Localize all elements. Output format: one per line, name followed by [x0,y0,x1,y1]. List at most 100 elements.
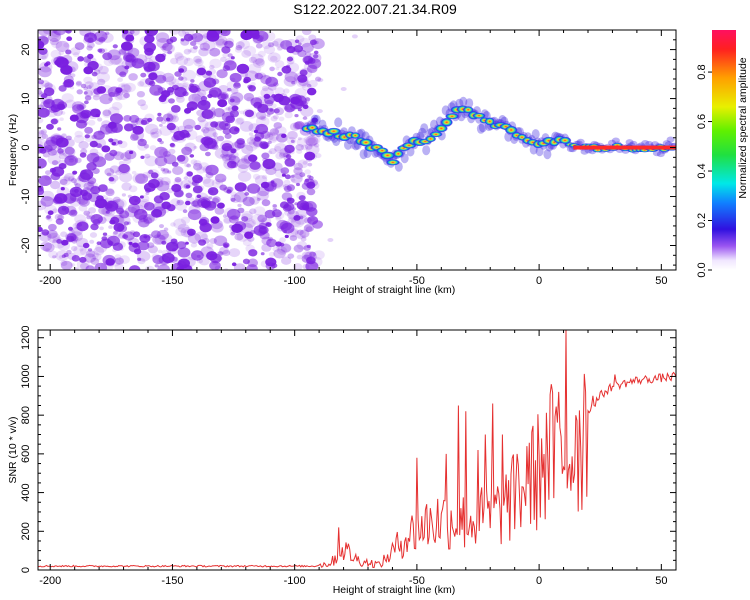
noise-speck [107,241,114,246]
noise-speck [293,215,301,221]
noise-speck [264,133,274,141]
noise-speck [115,170,122,176]
noise-speck [121,193,126,197]
noise-speck [193,145,198,149]
noise-speck [281,256,292,265]
noise-speck [209,189,214,194]
y-tick-label: -20 [20,238,32,254]
noise-speck [309,39,317,46]
noise-speck [293,72,307,84]
noise-speck [230,77,236,82]
noise-speck [217,93,227,101]
noise-speck [307,58,322,69]
noise-speck [306,207,318,217]
noise-speck [163,227,169,232]
noise-speck [105,123,118,134]
colorbar-tick-label: 0.0 [696,262,708,277]
noise-speck [83,91,88,95]
noise-speck [217,99,228,108]
noise-speck [60,260,68,267]
noise-speck [128,185,138,193]
noise-speck [237,164,249,173]
noise-speck [286,56,294,62]
noise-speck [220,140,234,152]
noise-speck [229,72,242,83]
noise-speck [68,209,78,217]
noise-speck [249,196,260,205]
noise-speck [86,85,92,90]
noise-speck [242,196,255,207]
noise-speck [58,85,67,92]
noise-speck [198,47,209,57]
noise-speck [170,222,176,227]
noise-speck [243,45,257,57]
noise-speck [272,205,278,210]
noise-speck [83,32,97,43]
noise-speck [205,151,211,157]
noise-speck [254,136,261,142]
noise-speck [218,251,225,256]
noise-speck [262,73,267,78]
noise-speck [184,107,192,114]
noise-speck [218,85,229,94]
noise-speck [93,130,105,140]
noise-speck [79,152,87,158]
noise-speck [221,125,227,130]
noise-speck [73,134,85,144]
noise-speck [254,175,268,186]
noise-speck [191,181,198,187]
noise-speck [64,155,79,166]
noise-speck [299,206,304,210]
noise-speck [78,141,89,150]
noise-speck [300,237,307,242]
noise-speck [247,183,261,194]
ridge-blob [429,131,443,138]
noise-speck [38,175,52,186]
noise-speck [95,113,100,118]
noise-speck [213,135,219,140]
noise-speck [102,52,113,61]
noise-speck [92,94,101,101]
noise-speck [191,250,204,261]
noise-speck [90,223,99,231]
noise-speck [261,116,267,121]
noise-speck [307,134,321,146]
noise-speck [49,37,59,46]
noise-speck [230,151,239,158]
noise-speck [43,232,48,236]
noise-speck [313,54,319,59]
noise-speck [275,216,282,221]
noise-speck [123,52,135,62]
plot-frame [37,329,677,571]
ridge-halo [359,149,368,160]
noise-speck [157,138,163,142]
noise-speck [313,143,320,148]
noise-speck [108,55,121,66]
noise-speck [187,209,202,221]
noise-speck [302,161,308,165]
noise-speck [240,33,249,40]
noise-speck [107,49,121,61]
noise-speck [42,151,50,158]
noise-speck [300,100,308,107]
noise-speck [76,237,89,248]
noise-speck [233,263,246,270]
noise-speck [223,244,229,248]
noise-speck [306,83,312,88]
noise-speck [151,230,161,239]
ridge-halo [441,105,450,116]
noise-speck [118,255,130,264]
ridge-blob [350,132,361,139]
noise-speck [38,51,49,60]
noise-speck [165,180,171,186]
noise-speck [47,154,61,165]
noise-speck [51,39,63,49]
noise-speck [219,184,227,191]
noise-speck [222,214,227,218]
noise-speck [273,248,286,259]
noise-speck [210,121,219,128]
noise-speck [45,248,50,252]
noise-speck [245,244,255,253]
noise-speck [55,40,70,52]
noise-speck [89,148,99,156]
